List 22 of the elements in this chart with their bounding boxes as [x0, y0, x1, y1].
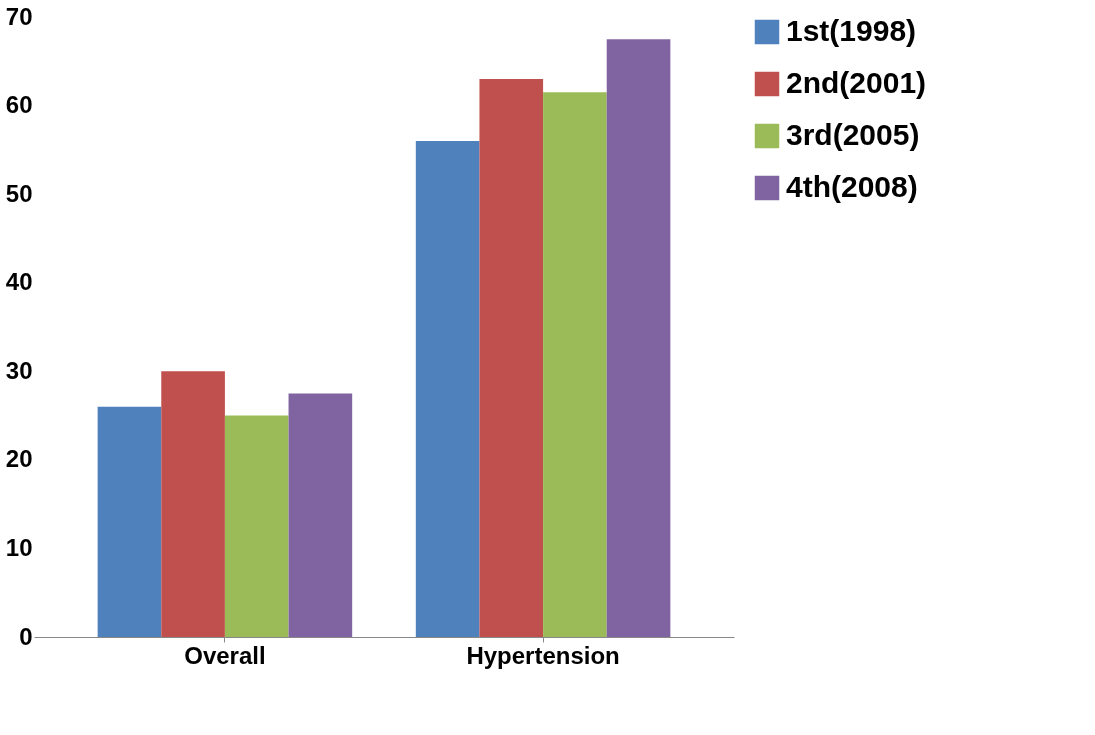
y-tick-label: 40 — [5, 268, 33, 296]
legend-label: 1st(1998) — [786, 14, 917, 47]
y-tick-label: 20 — [5, 445, 33, 473]
bar — [161, 371, 225, 637]
bar — [224, 415, 289, 637]
bar — [606, 39, 671, 637]
x-tick-label: Overall — [184, 641, 266, 669]
y-tick-label: 0 — [19, 622, 33, 650]
y-tick-label: 30 — [5, 356, 33, 384]
y-tick-label: 10 — [5, 533, 33, 561]
legend-label: 4th(2008) — [786, 170, 918, 203]
y-tick-label: 70 — [5, 2, 33, 30]
y-tick-label: 60 — [5, 91, 33, 119]
bar — [543, 92, 607, 637]
x-tick-label: Hypertension — [466, 641, 620, 669]
bar — [97, 406, 162, 637]
bar — [415, 141, 480, 637]
legend-label: 2nd(2001) — [786, 66, 927, 99]
y-tick-label: 50 — [5, 179, 33, 207]
legend-label: 3rd(2005) — [786, 118, 920, 151]
bar — [479, 79, 544, 637]
bar — [288, 393, 353, 637]
